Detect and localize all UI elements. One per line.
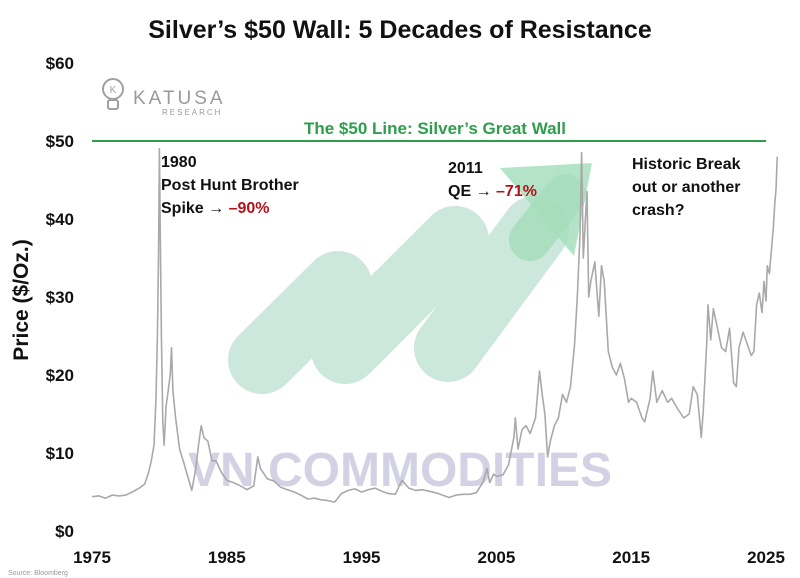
annotation-1980-spike-text: Spike →	[161, 200, 229, 217]
y-axis-ticks: $0 $10 $20 $30 $40 $50 $60	[46, 54, 74, 541]
annotation-2025: Historic Break out or another crash?	[632, 156, 741, 219]
annotation-2025-line-1: Historic Break	[632, 156, 741, 173]
x-tick-label: 2005	[477, 548, 515, 567]
annotation-1980-drawdown: –90%	[229, 200, 270, 217]
y-tick-label: $30	[46, 288, 74, 307]
annotation-2025-line-2: out or another	[632, 179, 740, 196]
y-tick-label: $0	[55, 522, 74, 541]
y-tick-label: $20	[46, 366, 74, 385]
x-tick-label: 1975	[73, 548, 111, 567]
arrow-shaft-shape	[509, 174, 586, 261]
annotation-2011-qe-text: QE →	[448, 183, 496, 200]
logo-subtitle: RESEARCH	[162, 108, 222, 117]
bubble-shape-1	[228, 251, 372, 394]
y-axis-label: Price ($/Oz.)	[10, 239, 33, 360]
svg-text:K: K	[110, 85, 117, 96]
fifty-dollar-wall-label: The $50 Line: Silver’s Great Wall	[304, 119, 566, 138]
annotation-1980-line-3: Spike → –90%	[161, 200, 270, 217]
lightbulb-icon: K	[102, 78, 124, 110]
source-note: Source: Bloomberg	[8, 570, 68, 577]
background-growth-graphic	[228, 163, 592, 394]
annotation-2011-line-2: QE → –71%	[448, 183, 537, 200]
annotation-2011-drawdown: –71%	[496, 183, 537, 200]
annotation-2011: 2011 QE → –71%	[448, 160, 537, 200]
x-tick-label: 1995	[343, 548, 381, 567]
y-tick-label: $60	[46, 54, 74, 73]
x-axis-ticks: 1975 1985 1995 2005 2015 2025	[73, 548, 785, 567]
y-tick-label: $50	[46, 132, 74, 151]
bubble-shape-2	[311, 206, 489, 384]
x-tick-label: 2015	[612, 548, 650, 567]
watermark-text: VN COMMODITIES	[188, 444, 612, 497]
katusa-logo: K KATUSA RESEARCH	[102, 78, 226, 117]
annotation-2025-line-3: crash?	[632, 202, 684, 219]
y-tick-label: $40	[46, 210, 74, 229]
chart-title: Silver’s $50 Wall: 5 Decades of Resistan…	[148, 16, 652, 44]
x-tick-label: 1985	[208, 548, 246, 567]
arrow-head-shape	[500, 163, 592, 256]
x-tick-label: 2025	[747, 548, 785, 567]
annotation-1980-line-2: Post Hunt Brother	[161, 177, 299, 194]
silver-price-line	[91, 148, 778, 503]
annotation-1980-line-1: 1980	[161, 154, 197, 171]
y-tick-label: $10	[46, 444, 74, 463]
bubble-shape-3	[414, 196, 569, 382]
logo-name: KATUSA	[133, 88, 226, 109]
annotation-1980: 1980 Post Hunt Brother Spike → –90%	[161, 154, 299, 217]
annotation-2011-line-1: 2011	[448, 160, 483, 177]
